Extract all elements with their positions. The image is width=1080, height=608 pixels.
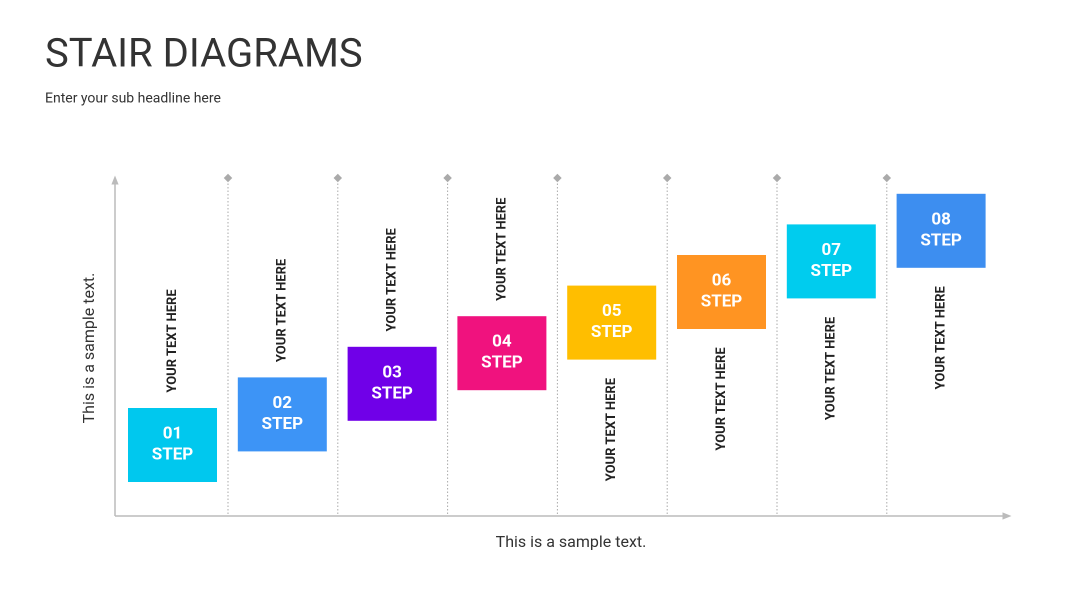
step-label: STEP — [371, 383, 413, 403]
step-box — [896, 193, 986, 268]
step-box — [677, 255, 766, 329]
step-number: 03 — [382, 362, 402, 382]
step-box — [567, 285, 657, 360]
step-number: 04 — [492, 332, 512, 352]
step-box — [457, 316, 547, 391]
step-label: STEP — [701, 291, 743, 311]
subtitle: Enter your sub headline here — [45, 91, 221, 107]
x-axis-label: This is a sample text. — [496, 532, 647, 551]
step-text: YOUR TEXT HERE — [275, 258, 290, 362]
step-label: STEP — [262, 414, 304, 434]
step-number: 01 — [163, 423, 183, 443]
divider-marker — [443, 173, 452, 183]
step-box — [786, 224, 876, 299]
step-label: STEP — [811, 261, 853, 281]
step-text: YOUR TEXT HERE — [714, 347, 729, 451]
step-box — [347, 346, 437, 421]
step-number: 02 — [273, 393, 293, 413]
step-number: 05 — [602, 301, 622, 321]
step-label: STEP — [152, 444, 194, 464]
step-text: YOUR TEXT HERE — [385, 227, 400, 331]
step-text: YOUR TEXT HERE — [934, 285, 949, 389]
title: STAIR DIAGRAMS — [45, 30, 363, 77]
step-label: STEP — [920, 230, 962, 250]
step-label: STEP — [481, 353, 523, 373]
divider-marker — [333, 173, 343, 183]
y-axis-label: This is a sample text. — [79, 273, 98, 424]
step-text: YOUR TEXT HERE — [165, 289, 180, 393]
step-number: 07 — [822, 240, 842, 260]
step-number: 06 — [712, 270, 732, 290]
step-text: YOUR TEXT HERE — [824, 316, 839, 420]
step-label: STEP — [591, 322, 633, 342]
step-box — [128, 408, 217, 482]
step-number: 08 — [931, 209, 951, 229]
step-text: YOUR TEXT HERE — [604, 377, 619, 481]
step-box — [237, 377, 327, 452]
step-text: YOUR TEXT HERE — [494, 197, 509, 301]
divider-marker — [223, 173, 233, 183]
